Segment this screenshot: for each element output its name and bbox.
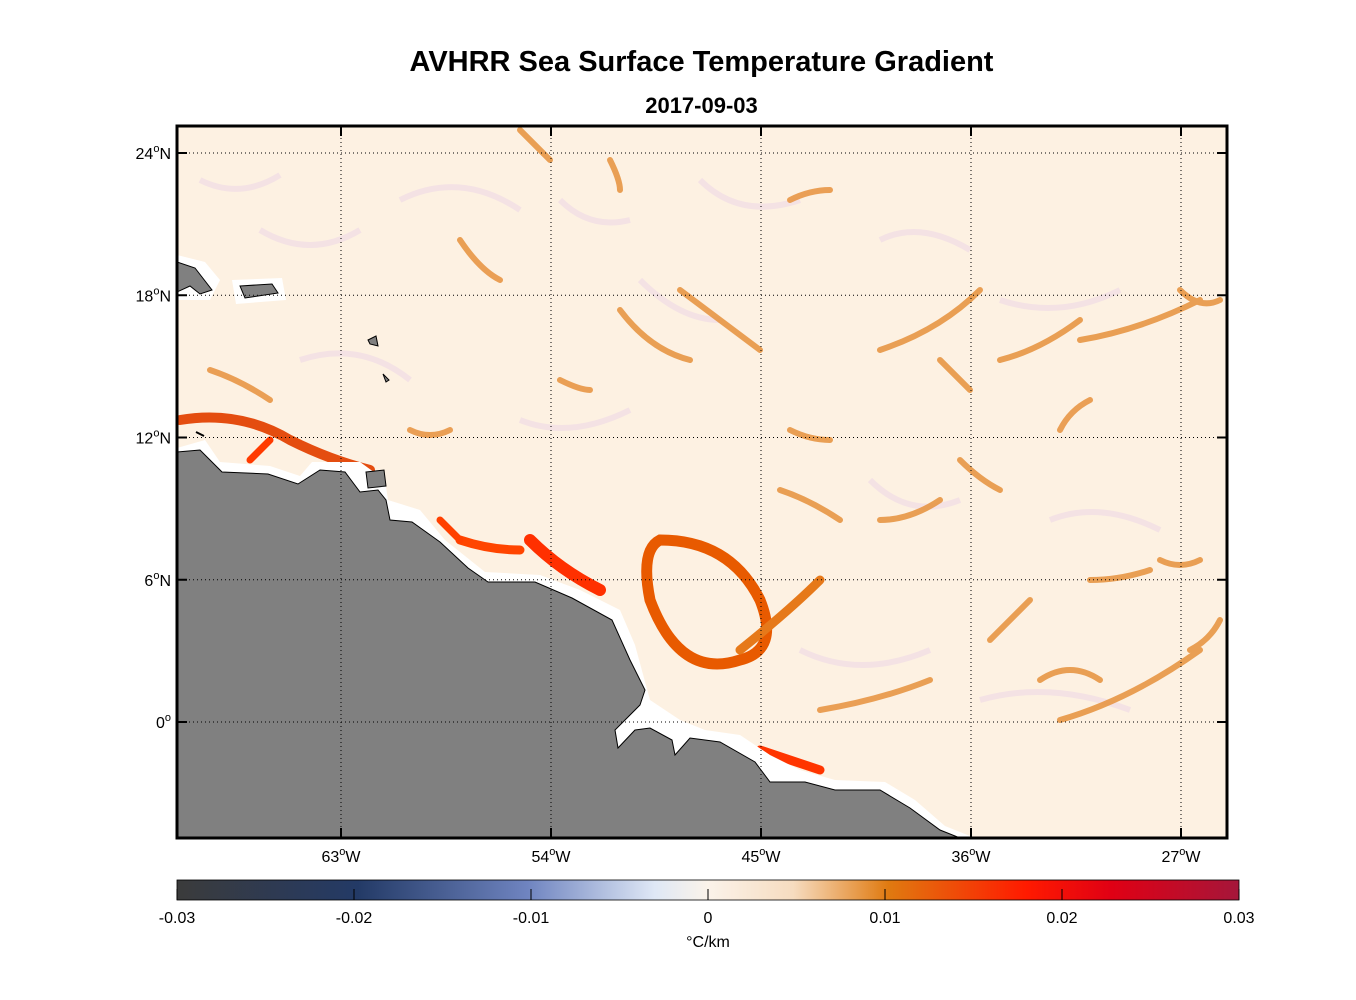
- hispaniola-island: [177, 261, 213, 295]
- colorbar-unit-label: °C/km: [686, 934, 730, 951]
- south-america-land: [177, 449, 961, 838]
- lon-tick-label: 54oW: [531, 846, 571, 866]
- trinidad-island: [365, 469, 387, 489]
- lon-tick-label: 63oW: [321, 846, 361, 866]
- lat-tick-label: 18oN: [136, 285, 171, 305]
- colorbar-tick-label: 0.02: [1046, 910, 1077, 927]
- lon-tick-label: 27oW: [1161, 846, 1201, 866]
- chart-date: 2017-09-03: [645, 93, 758, 118]
- lat-tick-label: 12oN: [136, 428, 171, 448]
- lat-tick-label: 0o: [156, 712, 171, 732]
- colorbar-ticks: -0.03 -0.02 -0.01 0 0.01 0.02 0.03: [159, 889, 1255, 927]
- colorbar-tick-label: -0.03: [159, 910, 196, 927]
- colorbar-tick-label: -0.01: [513, 910, 550, 927]
- lat-tick-label: 24oN: [136, 143, 171, 163]
- colorbar-tick-label: 0: [704, 910, 713, 927]
- guadeloupe-island: [367, 335, 379, 347]
- lat-tick-label: 6oN: [144, 570, 171, 590]
- map-frame: [175, 124, 1229, 840]
- martinique-island: [382, 373, 390, 383]
- axis-ticks: [177, 126, 1227, 838]
- puerto-rico-island: [239, 283, 279, 299]
- lon-tick-label: 45oW: [741, 846, 781, 866]
- colorbar-tick-label: -0.02: [336, 910, 373, 927]
- colorbar-tick-label: 0.01: [869, 910, 900, 927]
- tobago-island: [195, 431, 205, 437]
- axis-labels: 63oW 54oW 45oW 36oW 27oW 24oN 18oN 12oN 6oN 0o: [136, 143, 1202, 866]
- colorbar-tick-label: 0.03: [1223, 910, 1254, 927]
- lon-tick-label: 36oW: [951, 846, 991, 866]
- land-masses: [177, 255, 975, 838]
- graticule: [177, 126, 1227, 838]
- chart-title: AVHRR Sea Surface Temperature Gradient: [409, 46, 994, 78]
- gradient-features: [177, 127, 1223, 775]
